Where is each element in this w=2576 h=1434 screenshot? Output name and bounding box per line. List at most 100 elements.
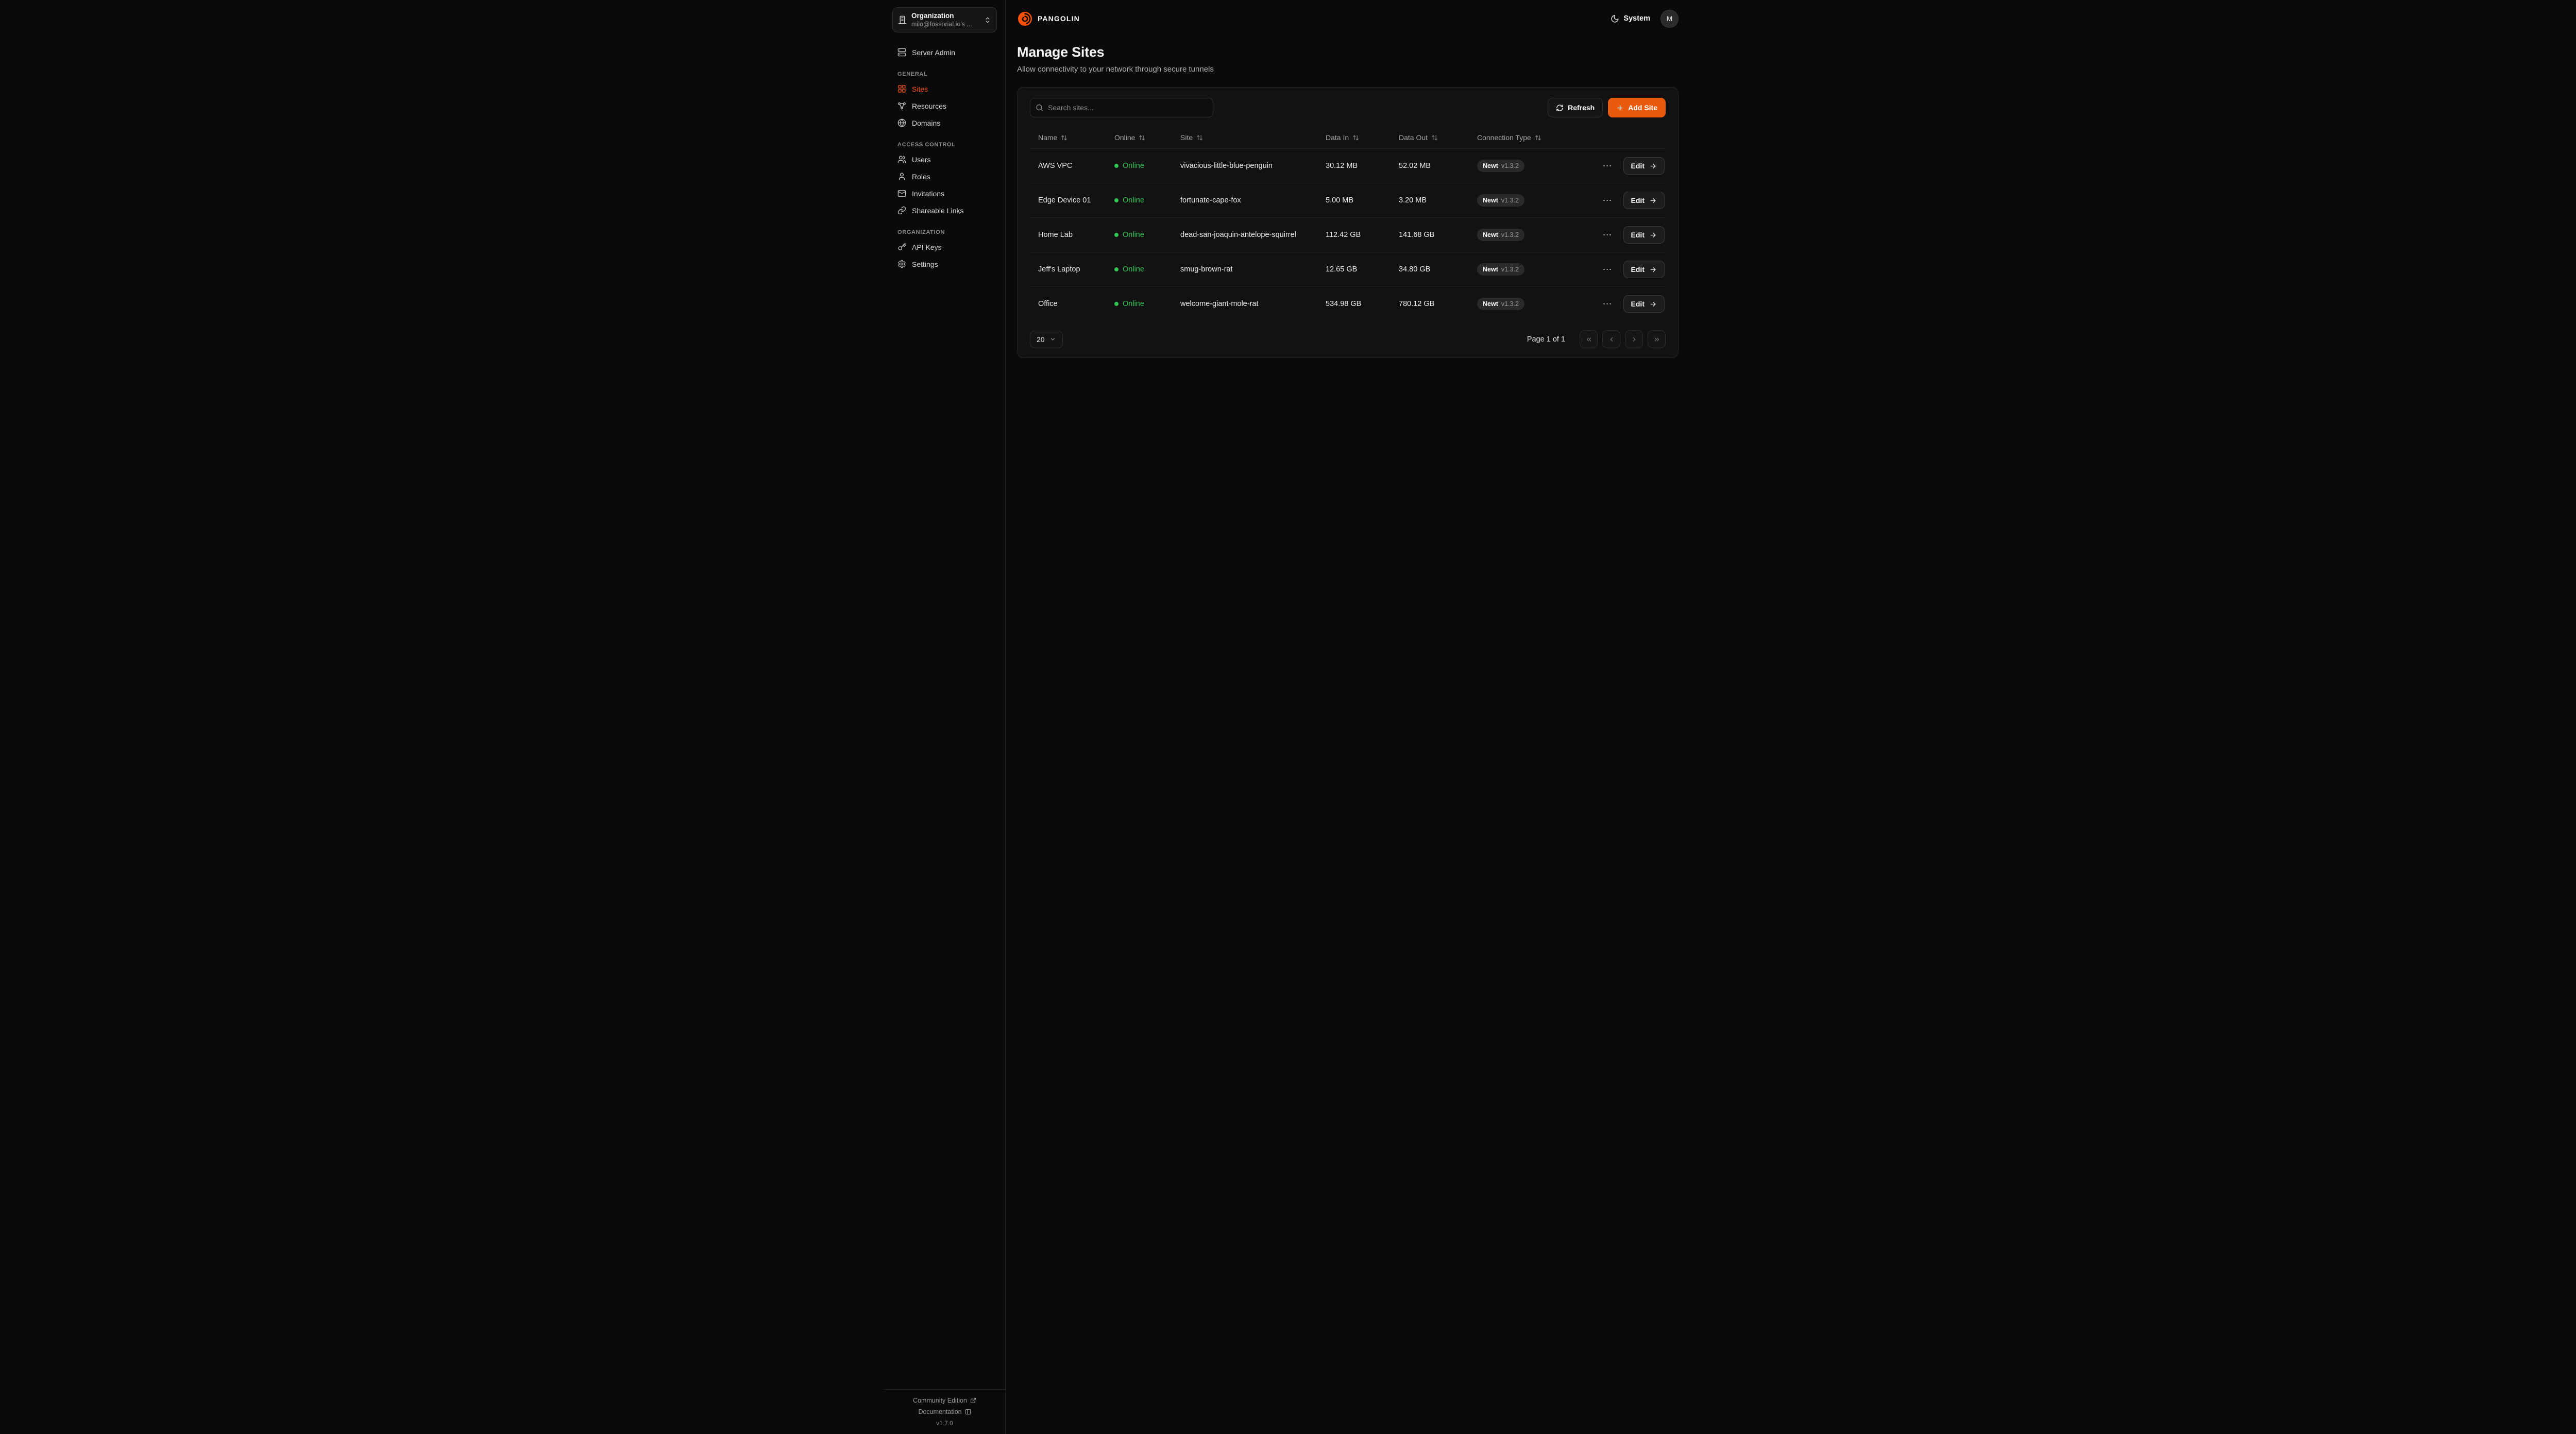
section-title-organization: ORGANIZATION: [897, 229, 945, 235]
sidebar-item-label: API Keys: [912, 243, 942, 251]
mail-icon: [897, 189, 906, 198]
site-name: Home Lab: [1038, 231, 1073, 239]
arrow-right-icon: [1649, 231, 1657, 239]
sidebar-item-label: Domains: [912, 118, 941, 127]
sort-icon: [1139, 134, 1145, 141]
connection-type-cell: Newt v1.3.2: [1469, 255, 1578, 284]
row-menu-button[interactable]: ⋯: [1600, 159, 1616, 173]
search-icon: [1036, 104, 1043, 112]
row-menu-button[interactable]: ⋯: [1600, 228, 1616, 242]
connection-type-version: v1.3.2: [1501, 266, 1519, 273]
column-label: Connection Type: [1477, 133, 1531, 142]
sidebar-item-settings[interactable]: Settings: [892, 255, 997, 272]
sidebar-item-domains[interactable]: Users Domains: [892, 114, 997, 131]
topbar-right: System M: [1611, 9, 1679, 28]
connection-type-version: v1.3.2: [1501, 300, 1519, 308]
resources-icon: [897, 101, 906, 110]
data-in-value: 112.42 GB: [1326, 231, 1361, 239]
last-page-button[interactable]: [1648, 330, 1666, 348]
row-menu-button[interactable]: ⋯: [1600, 297, 1616, 311]
server-icon: [897, 48, 906, 57]
add-site-button[interactable]: Add Site: [1608, 98, 1666, 117]
app-root: Organization milo@fossorial.io's ... Ser…: [884, 0, 1692, 1434]
refresh-button[interactable]: Refresh: [1548, 98, 1603, 117]
next-page-button[interactable]: [1625, 330, 1643, 348]
column-label: Online: [1114, 133, 1136, 142]
site-slug: welcome-giant-mole-rat: [1180, 300, 1259, 308]
link-icon: [897, 206, 906, 215]
user-icon: [897, 172, 906, 181]
connection-type-name: Newt: [1483, 266, 1498, 273]
edit-button[interactable]: Edit: [1623, 226, 1665, 244]
sort-icon: [1535, 134, 1541, 141]
prev-page-button[interactable]: [1602, 330, 1620, 348]
sort-icon: [1061, 134, 1067, 141]
online-label: Online: [1123, 265, 1144, 274]
connection-type-badge: Newt v1.3.2: [1477, 160, 1524, 172]
documentation-label: Documentation: [918, 1408, 962, 1415]
edit-button[interactable]: Edit: [1623, 192, 1665, 209]
table-row: Edge Device 01 Online fortunate-cape-fox…: [1030, 183, 1666, 218]
edit-label: Edit: [1631, 162, 1645, 170]
online-label: Online: [1123, 196, 1144, 204]
documentation-link[interactable]: Documentation: [892, 1408, 997, 1415]
sidebar-nav: Server Admin GENERAL Sites Resources: [892, 44, 997, 272]
column-header-online[interactable]: Online: [1106, 127, 1172, 148]
connection-type-badge: Newt v1.3.2: [1477, 229, 1524, 241]
avatar[interactable]: M: [1660, 9, 1679, 28]
avatar-initial: M: [1666, 14, 1673, 23]
sidebar-item-server-admin[interactable]: Server Admin: [892, 44, 997, 61]
table-footer: 20 Page 1 of 1: [1030, 330, 1666, 348]
chevron-left-icon: [1608, 336, 1615, 343]
first-page-button[interactable]: [1580, 330, 1598, 348]
sidebar-item-resources[interactable]: Resources: [892, 97, 997, 114]
org-picker[interactable]: Organization milo@fossorial.io's ...: [892, 7, 997, 32]
sidebar-footer: Community Edition Documentation v1.7.0: [884, 1389, 1005, 1434]
column-label: Data Out: [1399, 133, 1428, 142]
column-header-connection-type[interactable]: Connection Type: [1469, 127, 1578, 148]
row-actions: ⋯ Edit: [1578, 252, 1666, 286]
pager-buttons: [1580, 330, 1666, 348]
sidebar-item-sites[interactable]: Sites: [892, 80, 997, 97]
search-input[interactable]: [1030, 98, 1213, 117]
column-header-data-in[interactable]: Data In: [1317, 127, 1391, 148]
connection-type-version: v1.3.2: [1501, 197, 1519, 204]
column-label: Name: [1038, 133, 1058, 142]
data-in-value: 30.12 MB: [1326, 162, 1358, 170]
sidebar-item-invitations[interactable]: Invitations: [892, 185, 997, 202]
page-info: Page 1 of 1: [1527, 335, 1565, 344]
sidebar-item-roles[interactable]: Roles: [892, 168, 997, 185]
connection-type-badge: Newt v1.3.2: [1477, 298, 1524, 310]
row-menu-button[interactable]: ⋯: [1600, 263, 1616, 276]
sort-icon: [1196, 134, 1203, 141]
sidebar-item-label: Users: [912, 155, 931, 164]
theme-toggle[interactable]: System: [1611, 14, 1650, 23]
edit-button[interactable]: Edit: [1623, 261, 1665, 278]
community-edition-label: Community Edition: [913, 1397, 967, 1404]
community-edition-link[interactable]: Community Edition: [892, 1397, 997, 1404]
brand-name: PANGOLIN: [1038, 14, 1080, 23]
edit-button[interactable]: Edit: [1623, 157, 1665, 175]
row-menu-button[interactable]: ⋯: [1600, 194, 1616, 207]
sidebar-item-users[interactable]: Users: [892, 151, 997, 168]
connection-type-name: Newt: [1483, 162, 1498, 169]
edit-button[interactable]: Edit: [1623, 295, 1665, 313]
site-status: Online: [1106, 153, 1172, 178]
sidebar-item-shareable-links[interactable]: Shareable Links: [892, 202, 997, 219]
chevrons-up-down-icon: [984, 16, 991, 24]
column-header-name[interactable]: Name: [1030, 127, 1106, 148]
column-header-site[interactable]: Site: [1172, 127, 1317, 148]
row-actions: ⋯ Edit: [1578, 287, 1666, 321]
sidebar-item-api-keys[interactable]: API Keys: [892, 238, 997, 255]
column-header-data-out[interactable]: Data Out: [1391, 127, 1469, 148]
online-dot-icon: [1114, 164, 1118, 168]
globe-icon: [897, 118, 906, 127]
org-picker-text: Organization milo@fossorial.io's ...: [911, 12, 979, 28]
connection-type-name: Newt: [1483, 300, 1498, 308]
page-size-select[interactable]: 20: [1030, 330, 1063, 348]
data-out-value: 52.02 MB: [1399, 162, 1431, 170]
site-name: Office: [1038, 300, 1058, 308]
chevron-down-icon: [1049, 336, 1056, 343]
version-label: v1.7.0: [936, 1420, 953, 1427]
search-wrap: [1030, 98, 1213, 117]
